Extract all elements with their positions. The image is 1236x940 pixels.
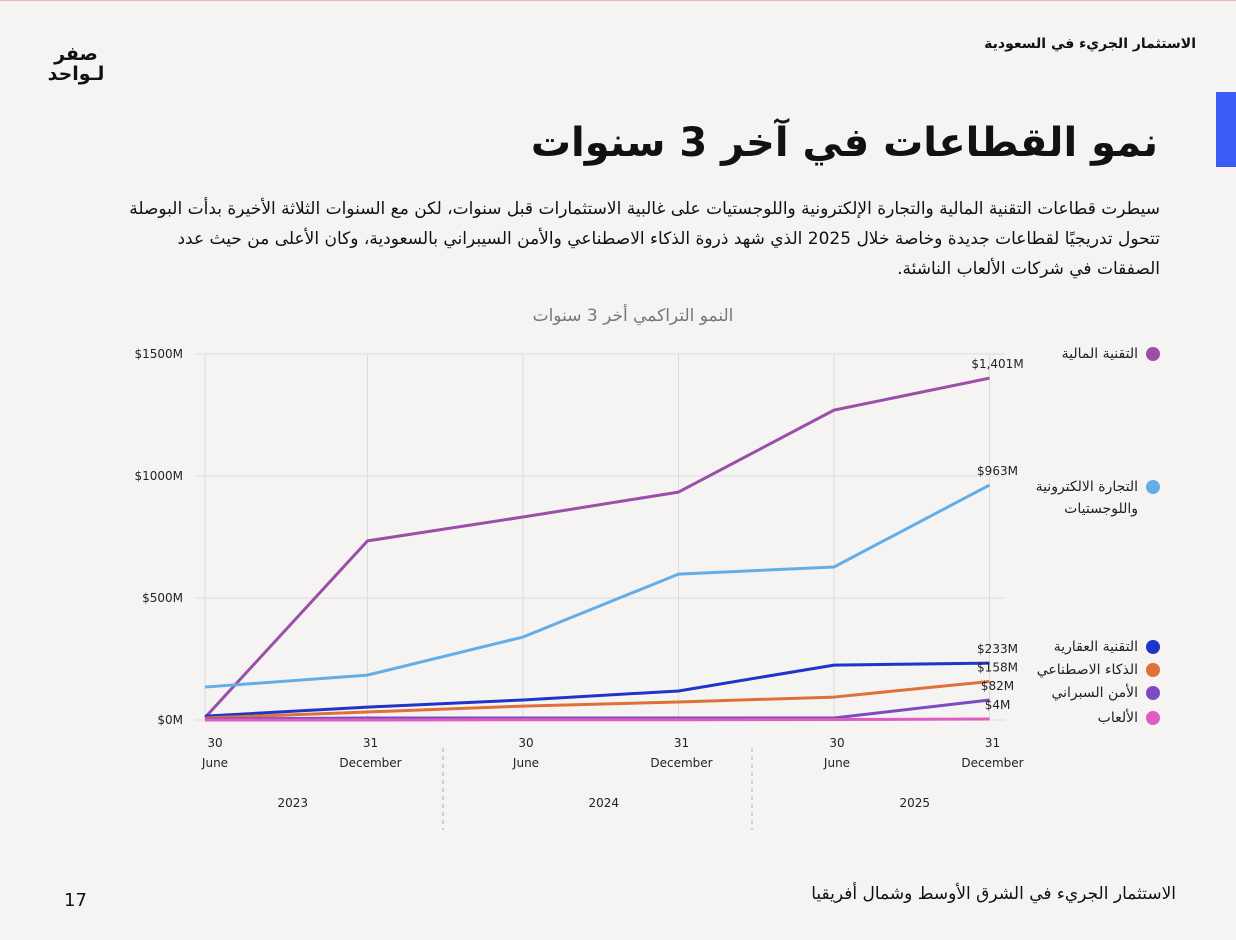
year-label: 2025 <box>899 796 930 810</box>
series-line <box>203 376 990 719</box>
legend-label: التقنية العقارية <box>1053 639 1138 655</box>
legend-label: الذكاء الاصطناعي <box>1036 662 1138 678</box>
year-label: 2024 <box>588 796 619 810</box>
legend-item: الألعاب <box>1008 707 1160 729</box>
value-label: $4M <box>985 698 1011 712</box>
value-label: $158M <box>977 660 1018 674</box>
series-line <box>205 717 990 722</box>
legend-swatch <box>1146 347 1160 361</box>
x-tick-label: December <box>650 756 712 770</box>
legend-item: التقنية المالية <box>1008 343 1160 365</box>
footer-text: الاستثمار الجريء في الشرق الأوسط وشمال أ… <box>811 884 1176 904</box>
logo-line: صفر <box>54 43 98 65</box>
legend-swatch <box>1146 480 1160 494</box>
x-tick-label: 31 <box>985 736 1000 750</box>
x-tick-label: June <box>512 756 539 770</box>
top-rule <box>0 0 1236 1</box>
x-tick-label: December <box>961 756 1023 770</box>
value-label: $1,401M <box>971 357 1023 371</box>
x-tick-label: December <box>339 756 401 770</box>
legend-swatch <box>1146 686 1160 700</box>
legend-swatch <box>1146 663 1160 677</box>
value-label: $82M <box>981 679 1014 693</box>
legend-label: التجارة الالكترونية واللوجستيات <box>1035 479 1138 517</box>
legend-swatch <box>1146 640 1160 654</box>
chart-title: النمو التراكمي أخر 3 سنوات <box>532 306 734 326</box>
legend-label: الألعاب <box>1097 710 1138 726</box>
page-number: 17 <box>64 890 87 911</box>
legend-label: التقنية المالية <box>1061 346 1138 362</box>
legend-item: التقنية العقارية <box>1008 636 1160 658</box>
y-tick-label: $1500M <box>134 347 183 361</box>
y-tick-label: $1000M <box>134 469 183 483</box>
series-line <box>204 483 991 689</box>
legend-item: الأمن السبراني <box>1008 682 1160 704</box>
value-label: $963M <box>977 464 1018 478</box>
legend-label: الأمن السبراني <box>1051 685 1138 701</box>
paragraph: سيطرت قطاعات التقنية المالية والتجارة ال… <box>129 199 1160 279</box>
y-tick-label: $0M <box>157 713 183 727</box>
year-label: 2023 <box>277 796 308 810</box>
legend-item: التجارة الالكترونية واللوجستيات <box>1008 476 1160 520</box>
page-title: نمو القطاعات في آخر 3 سنوات <box>530 120 1158 166</box>
x-tick-label: June <box>823 756 850 770</box>
legend-item: الذكاء الاصطناعي <box>1008 659 1160 681</box>
logo-line: لـواحد <box>47 63 105 85</box>
x-tick-label: 30 <box>207 736 222 750</box>
series-line <box>204 698 990 721</box>
x-tick-label: 30 <box>829 736 844 750</box>
series-line <box>204 679 990 720</box>
value-label: $233M <box>977 642 1018 656</box>
x-tick-label: 31 <box>674 736 689 750</box>
x-tick-label: 31 <box>363 736 378 750</box>
legend-swatch <box>1146 711 1160 725</box>
side-mark <box>1216 92 1236 167</box>
logo: صفر لـواحد <box>44 44 108 84</box>
x-tick-label: 30 <box>518 736 533 750</box>
series-line <box>204 661 990 718</box>
x-tick-label: June <box>201 756 228 770</box>
y-tick-label: $500M <box>142 591 183 605</box>
header-title: الاستثمار الجريء في السعودية <box>984 36 1196 52</box>
